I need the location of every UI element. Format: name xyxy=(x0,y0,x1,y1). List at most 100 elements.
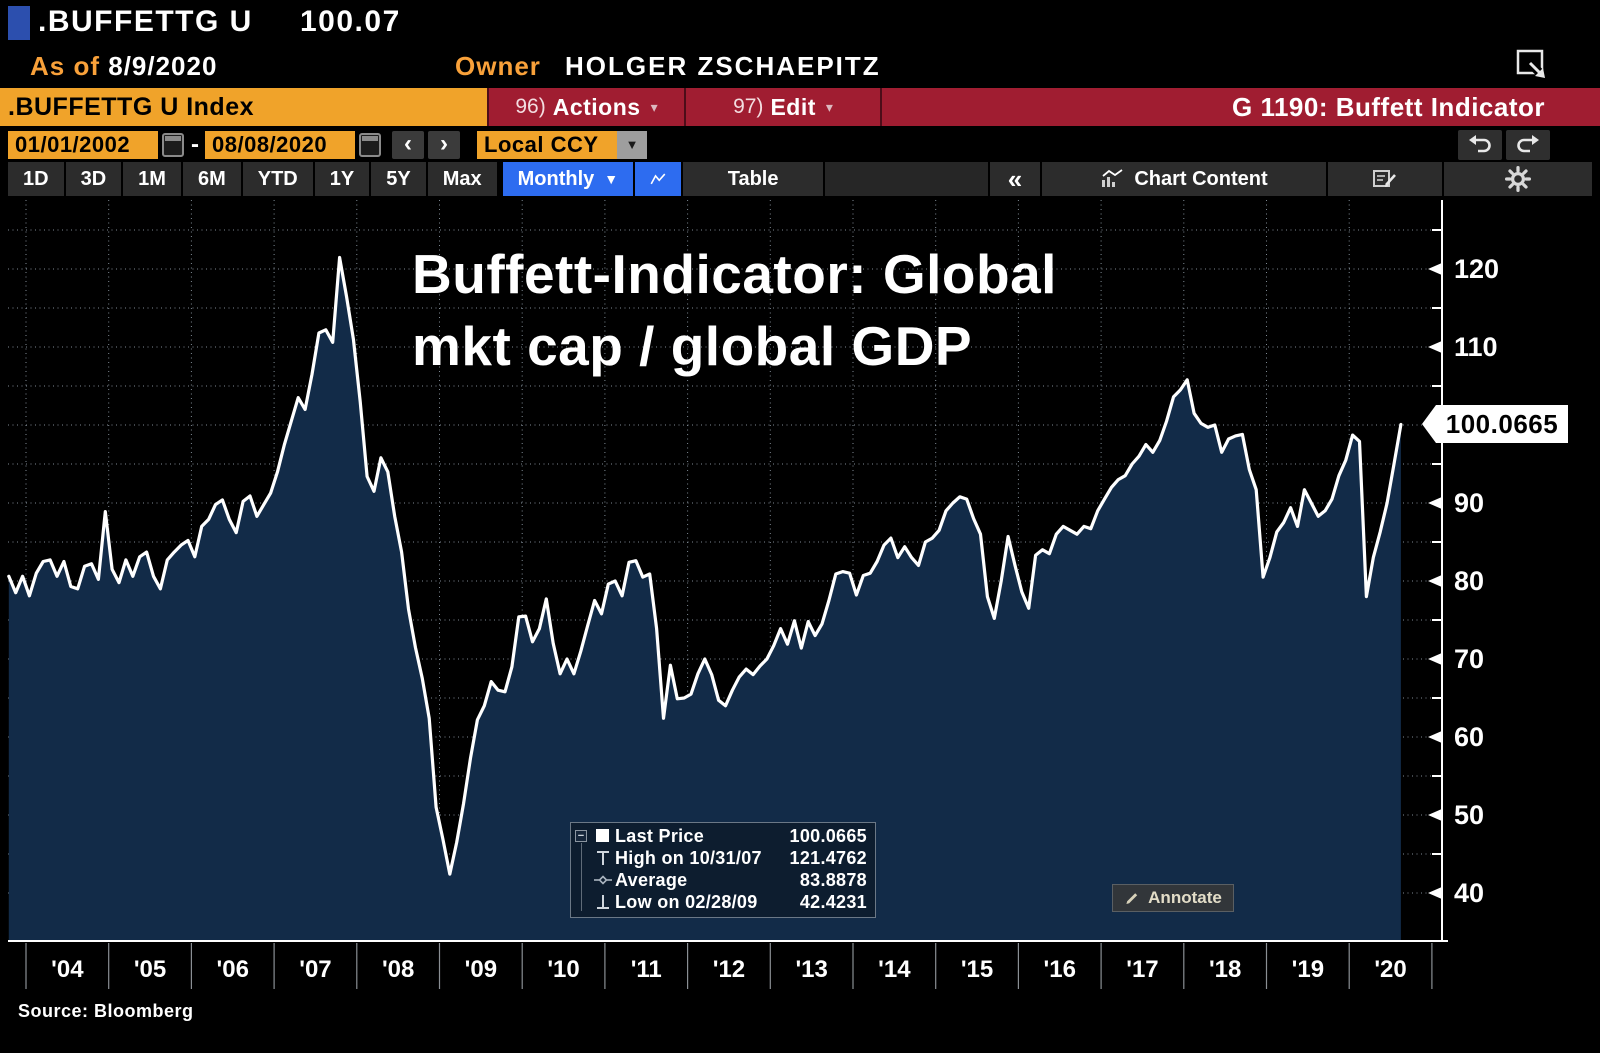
calendar-icon[interactable] xyxy=(359,133,381,157)
svg-text:120: 120 xyxy=(1454,254,1499,284)
svg-text:'12: '12 xyxy=(713,956,745,983)
cursor-block-icon xyxy=(8,6,30,40)
period-tab-5y[interactable]: 5Y xyxy=(371,162,426,196)
currency-select[interactable]: Local CCY xyxy=(477,131,617,159)
legend-low-icon xyxy=(597,895,609,909)
legend-row[interactable]: High on 10/31/07 121.4762 xyxy=(575,847,867,869)
svg-text:40: 40 xyxy=(1454,878,1484,908)
ticker-last-value: 100.07 xyxy=(300,5,401,38)
legend-row[interactable]: Low on 02/28/09 42.4231 xyxy=(575,891,867,913)
range-back-button[interactable]: ‹ xyxy=(392,131,424,159)
svg-text:'04: '04 xyxy=(51,956,84,983)
period-tab-ytd[interactable]: YTD xyxy=(242,162,313,196)
period-tab-6m[interactable]: 6M xyxy=(182,162,241,196)
date-from-input[interactable]: 01/01/2002 xyxy=(8,131,158,159)
caret-down-icon: ▾ xyxy=(650,98,658,115)
redo-icon[interactable] xyxy=(1506,130,1550,160)
period-tab-3d[interactable]: 3D xyxy=(65,162,122,196)
svg-text:80: 80 xyxy=(1454,566,1484,596)
legend-label: Low on 02/28/09 xyxy=(615,891,758,912)
legend-label: Average xyxy=(615,869,688,890)
security-row: .BUFFETTG U Index 96) Actions ▾ 97) Edit… xyxy=(0,88,1600,126)
period-toolbar: 1D 3D 1M 6M YTD 1Y 5Y Max Monthly ▼ Table « Cha… xyxy=(0,162,1600,196)
edit-chart-icon xyxy=(1373,170,1396,187)
legend-label: Last Price xyxy=(615,825,705,846)
currency-dropdown-icon[interactable]: ▼ xyxy=(617,131,647,159)
svg-text:'18: '18 xyxy=(1209,956,1241,983)
line-chart-icon xyxy=(650,173,666,185)
pencil-icon xyxy=(1126,893,1138,904)
legend-value: 42.4231 xyxy=(799,891,867,912)
chart-content-button[interactable]: Chart Content xyxy=(1042,162,1326,196)
svg-text:'19: '19 xyxy=(1292,956,1324,983)
svg-text:'11: '11 xyxy=(631,956,662,983)
legend-tree-toggle-icon[interactable]: − xyxy=(575,830,587,842)
edit-chart-button[interactable] xyxy=(1328,162,1442,196)
period-tab-1m[interactable]: 1M xyxy=(123,162,181,196)
line-chart-type-button[interactable] xyxy=(635,162,682,196)
last-price-badge: 100.0665 xyxy=(1422,405,1568,443)
svg-text:'17: '17 xyxy=(1126,956,1158,983)
as-of-label: As of xyxy=(30,51,100,81)
actions-menu-button[interactable]: 96) Actions ▾ xyxy=(487,88,684,126)
range-dash: - xyxy=(191,131,199,158)
svg-text:90: 90 xyxy=(1454,488,1484,518)
svg-text:110: 110 xyxy=(1454,332,1498,362)
gear-icon xyxy=(1505,166,1531,192)
period-tab-1y[interactable]: 1Y xyxy=(314,162,370,196)
ticker-row: .BUFFETTG U 100.07 xyxy=(0,0,1600,44)
caret-down-icon: ▾ xyxy=(825,98,833,115)
date-to-input[interactable]: 08/08/2020 xyxy=(205,131,355,159)
legend-square-icon xyxy=(596,829,609,842)
chart-legend[interactable]: − Last Price 100.0665 High on 10/31/07 121.4… xyxy=(570,822,876,918)
table-button[interactable]: Table xyxy=(683,162,824,196)
owner-name: HOLGER ZSCHAEPITZ xyxy=(565,51,881,81)
ticker-symbol: .BUFFETTG U xyxy=(38,5,253,38)
legend-row[interactable]: Average 83.8878 xyxy=(575,869,867,891)
svg-text:50: 50 xyxy=(1454,800,1484,830)
svg-text:70: 70 xyxy=(1454,644,1484,674)
svg-text:'13: '13 xyxy=(795,956,827,983)
svg-text:'20: '20 xyxy=(1374,956,1406,983)
period-tab-max[interactable]: Max xyxy=(427,162,497,196)
export-screen-icon[interactable] xyxy=(1514,46,1550,84)
collapse-panel-button[interactable]: « xyxy=(990,162,1040,196)
legend-tree-line xyxy=(581,843,582,911)
owner-label: Owner xyxy=(455,51,541,81)
legend-value: 121.4762 xyxy=(789,847,867,868)
svg-text:'08: '08 xyxy=(382,956,414,983)
legend-value: 83.8878 xyxy=(799,869,867,890)
annotate-button[interactable]: Annotate xyxy=(1112,884,1234,912)
asof-row: As of 8/9/2020 Owner HOLGER ZSCHAEPITZ xyxy=(0,44,1600,88)
security-input[interactable]: .BUFFETTG U Index xyxy=(0,88,487,126)
as-of-date: 8/9/2020 xyxy=(108,51,218,81)
source-credit: Source: Bloomberg xyxy=(18,1001,194,1021)
legend-high-icon xyxy=(597,851,609,865)
period-tab-1d[interactable]: 1D xyxy=(8,162,64,196)
chart-id-title: G 1190: Buffett Indicator xyxy=(880,88,1600,126)
svg-text:'09: '09 xyxy=(465,956,497,983)
range-forward-button[interactable]: › xyxy=(428,131,460,159)
svg-text:'05: '05 xyxy=(134,956,166,983)
edit-menu-button[interactable]: 97) Edit ▾ xyxy=(684,88,880,126)
legend-value: 100.0665 xyxy=(789,825,867,846)
legend-row[interactable]: − Last Price 100.0665 xyxy=(575,825,867,847)
chart-content-icon xyxy=(1102,169,1123,187)
svg-text:60: 60 xyxy=(1454,722,1484,752)
svg-text:'14: '14 xyxy=(878,956,911,983)
settings-button[interactable] xyxy=(1444,162,1592,196)
undo-icon[interactable] xyxy=(1458,130,1502,160)
legend-label: High on 10/31/07 xyxy=(615,847,762,868)
toolbar-spacer xyxy=(825,162,988,196)
chart-title: Buffett-Indicator: Global mkt cap / glob… xyxy=(412,243,1057,377)
calendar-icon[interactable] xyxy=(162,133,184,157)
svg-text:'06: '06 xyxy=(217,956,249,983)
svg-text:'10: '10 xyxy=(547,956,579,983)
svg-text:'07: '07 xyxy=(299,956,331,983)
x-axis-labels: '04 '05 '06 '07 '08 '09 '10 '11 '12 '13 '14 '15 '16 '… xyxy=(25,943,1433,989)
legend-average-icon xyxy=(594,875,612,885)
frequency-select[interactable]: Monthly ▼ xyxy=(502,162,634,196)
svg-text:'15: '15 xyxy=(961,956,993,983)
svg-text:'16: '16 xyxy=(1044,956,1076,983)
range-row: 01/01/2002 - 08/08/2020 ‹ › Local CCY ▼ xyxy=(0,128,1600,162)
